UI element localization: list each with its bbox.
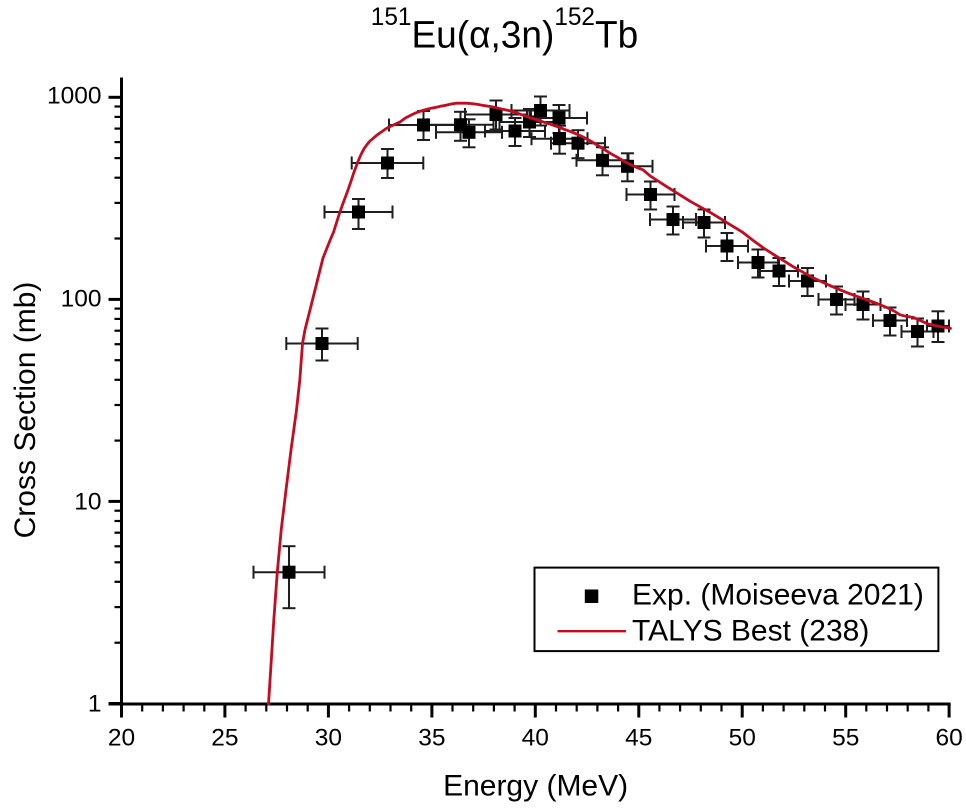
- svg-text:30: 30: [315, 725, 342, 752]
- svg-text:40: 40: [522, 725, 549, 752]
- svg-text:1: 1: [88, 691, 102, 718]
- svg-text:20: 20: [108, 725, 135, 752]
- svg-text:Cross Section (mb): Cross Section (mb): [9, 282, 42, 539]
- svg-text:55: 55: [832, 725, 859, 752]
- svg-text:60: 60: [935, 725, 962, 752]
- svg-text:100: 100: [61, 286, 102, 313]
- svg-text:50: 50: [729, 725, 756, 752]
- svg-text:45: 45: [625, 725, 652, 752]
- svg-text:10: 10: [74, 489, 101, 516]
- svg-text:35: 35: [418, 725, 445, 752]
- svg-text:25: 25: [211, 725, 238, 752]
- svg-text:Exp. (Moiseeva 2021): Exp. (Moiseeva 2021): [632, 579, 924, 612]
- svg-text:151Eu(α,3n)152Tb: 151Eu(α,3n)152Tb: [371, 3, 638, 57]
- svg-text:1000: 1000: [47, 82, 102, 109]
- svg-text:TALYS Best (238): TALYS Best (238): [632, 615, 869, 648]
- svg-text:Energy (MeV): Energy (MeV): [443, 770, 628, 803]
